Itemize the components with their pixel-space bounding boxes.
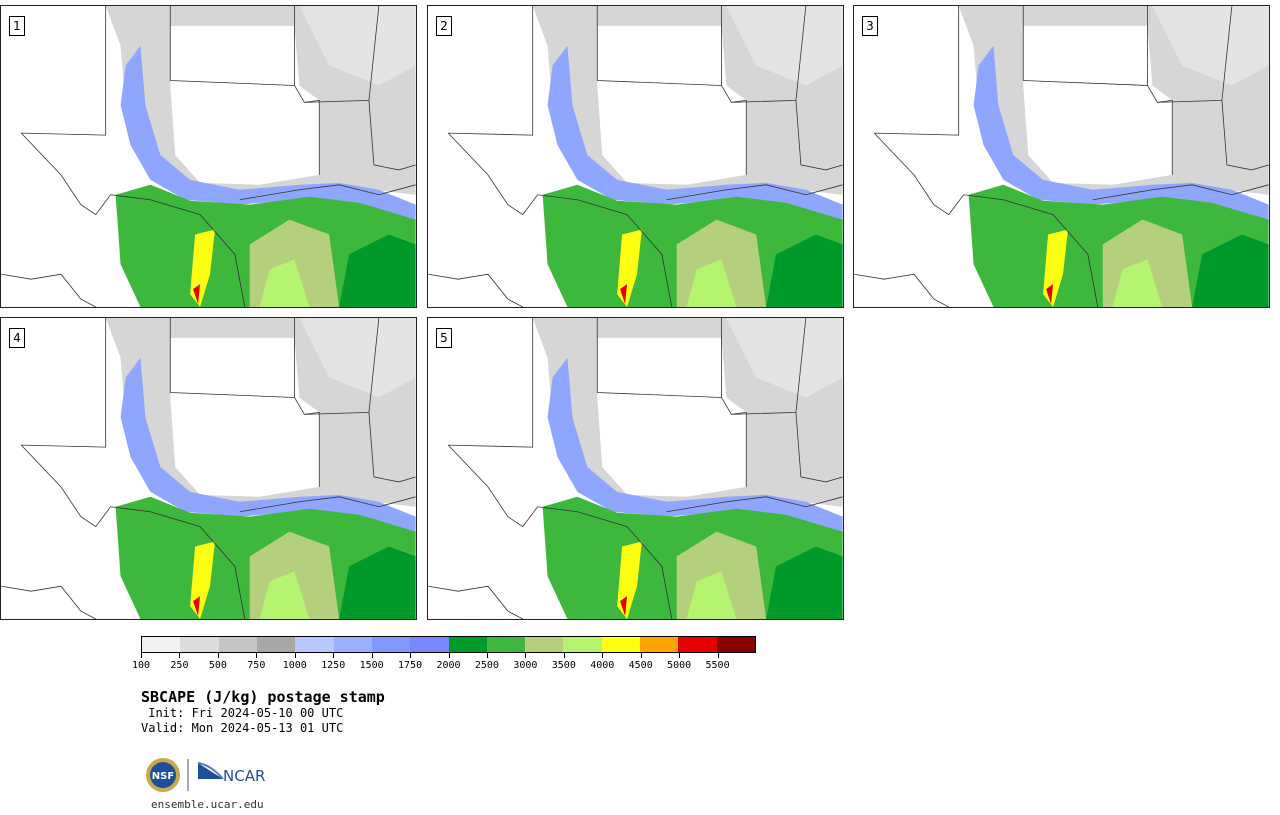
colorbar-bin-3	[256, 637, 296, 652]
colorbar-tick-label-15: 5500	[705, 660, 730, 671]
colorbar-tick-13	[640, 653, 642, 658]
colorbar-bin-2	[218, 637, 257, 652]
map-2	[428, 6, 843, 307]
colorbar-bin-8	[448, 637, 487, 652]
colorbar-tick-label-14: 5000	[667, 660, 692, 671]
map-4	[1, 318, 416, 619]
colorbar-bin-15	[716, 637, 755, 652]
colorbar-tick-4	[294, 653, 296, 658]
colorbar-tick-10	[525, 653, 527, 658]
colorbar-ticks: 100 250 500 750 1000 1250 1500 1750 2000 2500 3000…	[132, 653, 756, 677]
map-3	[854, 6, 1269, 307]
colorbar-tick-5	[333, 653, 335, 658]
website-link[interactable]: ensemble.ucar.edu	[151, 798, 264, 811]
colorbar-tick-0	[141, 653, 142, 658]
colorbar-tick-label-11: 3500	[551, 660, 576, 671]
stamp-panel-3: 3	[853, 5, 1270, 308]
panel-number-5: 5	[436, 328, 452, 348]
colorbar-bin-10	[525, 637, 564, 652]
colorbar-tick-label-10: 3000	[513, 660, 538, 671]
colorbar-tick-label-13: 4500	[628, 660, 653, 671]
colorbar-bin-4	[295, 637, 334, 652]
colorbar-tick-8	[448, 653, 450, 658]
stamp-panel-4: 4	[0, 317, 417, 620]
ncar-logo-text: NCAR	[223, 767, 265, 785]
colorbar-tick-1	[179, 653, 181, 658]
colorbar-tick-label-5: 1250	[321, 660, 346, 671]
colorbar-bin-13	[640, 637, 679, 652]
colorbar-tick-9	[486, 653, 488, 658]
logos: NSF NCAR	[145, 757, 275, 793]
stamp-panel-2: 2	[427, 5, 844, 308]
colorbar-bin-9	[486, 637, 526, 652]
nsf-logo-text: NSF	[152, 771, 174, 782]
panel-number-1: 1	[9, 16, 25, 36]
colorbar-bin-5	[333, 637, 372, 652]
colorbar-tick-label-4: 1000	[282, 660, 307, 671]
map-1	[1, 6, 416, 307]
colorbar-tick-label-3: 750	[247, 660, 266, 671]
chart-title: SBCAPE (J/kg) postage stamp	[141, 688, 385, 706]
colorbar	[141, 636, 756, 653]
ncar-logo: NCAR	[197, 762, 265, 785]
init-time: Init: Fri 2024-05-10 00 UTC	[141, 706, 344, 720]
colorbar-tick-label-1: 250	[170, 660, 189, 671]
colorbar-tick-2	[217, 653, 219, 658]
panel-number-3: 3	[862, 16, 878, 36]
colorbar-bin-14	[678, 637, 717, 652]
colorbar-tick-label-9: 2500	[474, 660, 499, 671]
colorbar-tick-label-7: 1750	[398, 660, 423, 671]
colorbar-tick-label-0: 100	[131, 660, 151, 671]
colorbar-bin-1	[180, 637, 219, 652]
colorbar-tick-6	[371, 653, 373, 658]
colorbar-bin-0	[142, 637, 181, 652]
colorbar-tick-7	[410, 653, 412, 658]
nsf-logo: NSF	[146, 758, 180, 792]
colorbar-bin-11	[563, 637, 602, 652]
colorbar-tick-12	[602, 653, 604, 658]
colorbar-bin-12	[601, 637, 641, 652]
stamp-panel-5: 5	[427, 317, 844, 620]
colorbar-tick-label-12: 4000	[590, 660, 615, 671]
colorbar-tick-label-8: 2000	[436, 660, 461, 671]
colorbar-bin-6	[371, 637, 411, 652]
colorbar-tick-14	[679, 653, 681, 658]
panel-number-2: 2	[436, 16, 452, 36]
valid-time: Valid: Mon 2024-05-13 01 UTC	[141, 721, 344, 735]
colorbar-tick-label-6: 1500	[359, 660, 384, 671]
colorbar-tick-label-2: 500	[208, 660, 227, 671]
colorbar-tick-11	[563, 653, 565, 658]
panel-number-4: 4	[9, 328, 25, 348]
colorbar-bin-7	[410, 637, 449, 652]
map-5	[428, 318, 843, 619]
colorbar-tick-15	[717, 653, 719, 658]
colorbar-tick-3	[256, 653, 258, 658]
stamp-panel-1: 1	[0, 5, 417, 308]
